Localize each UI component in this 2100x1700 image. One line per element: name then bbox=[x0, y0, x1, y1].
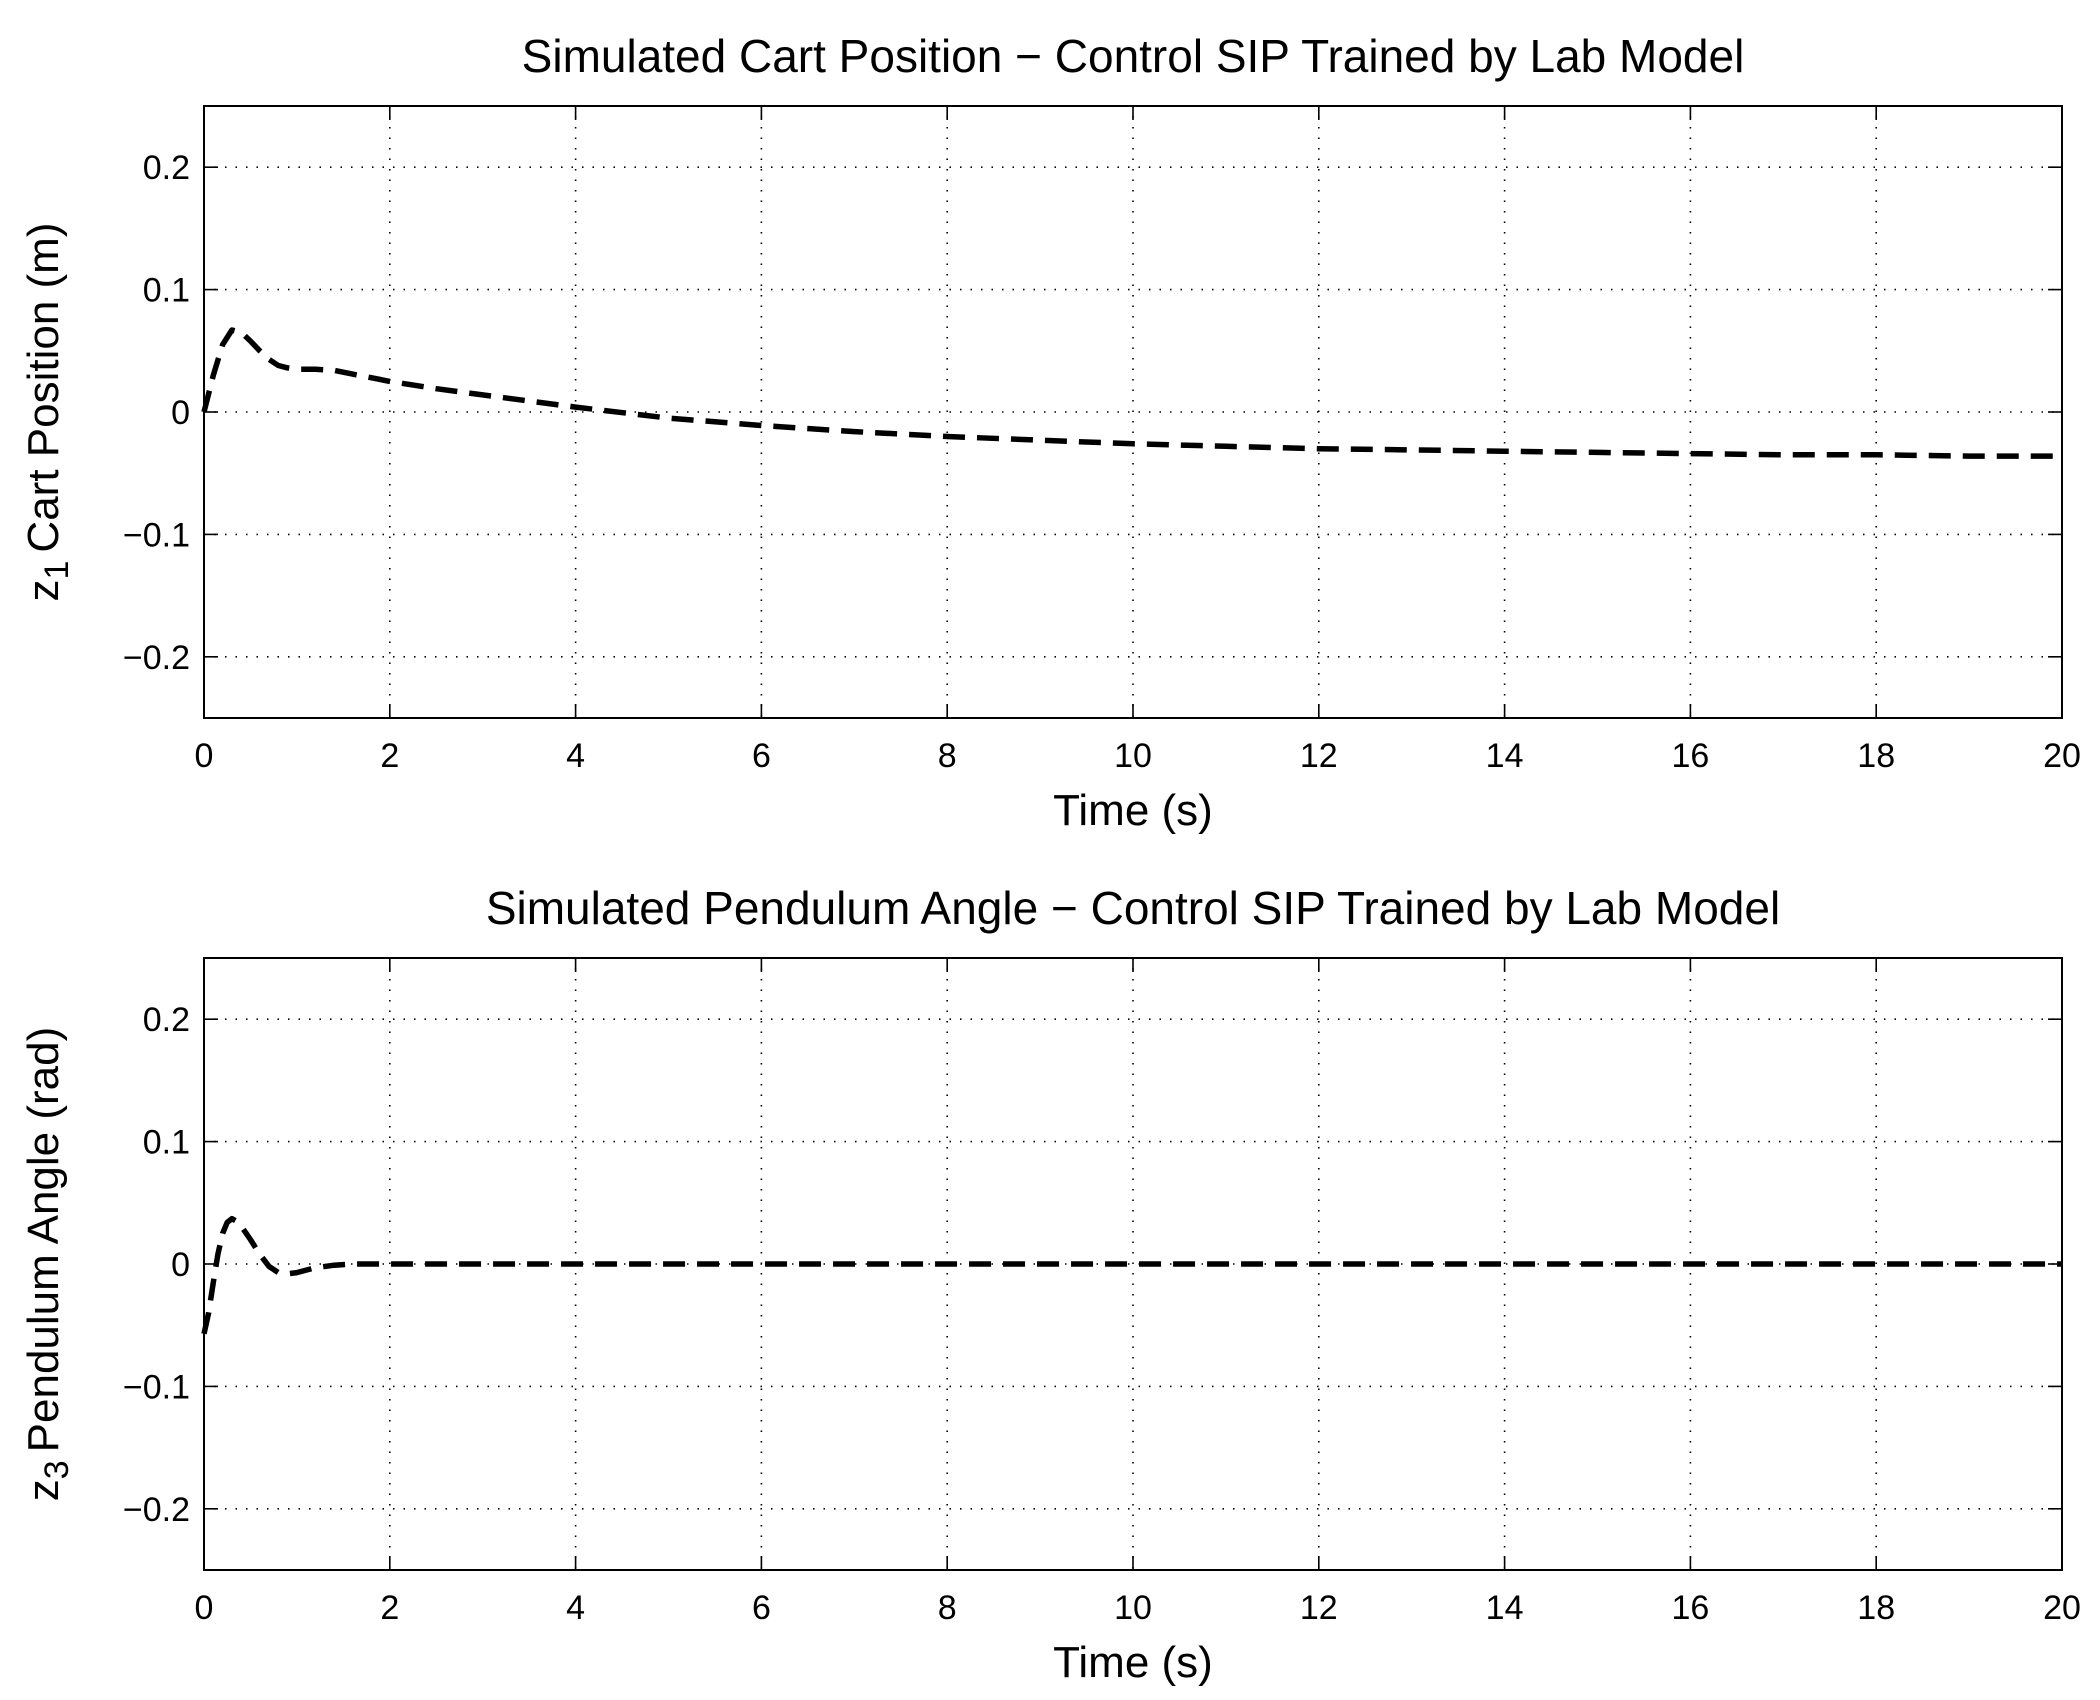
pendulum-angle-grid bbox=[204, 958, 2062, 1570]
cart-position-series bbox=[201, 327, 2062, 459]
y-label-text: Pendulum Angle (rad) bbox=[19, 1027, 68, 1453]
x-tick-label: 10 bbox=[1114, 737, 1152, 775]
pendulum-angle-series bbox=[201, 1215, 2062, 1335]
cart-position-y-label: z1 Cart Position (m) bbox=[19, 223, 76, 602]
x-tick-label: 8 bbox=[938, 737, 957, 775]
y-tick-label: −0.2 bbox=[123, 1491, 190, 1529]
x-tick-label: 4 bbox=[566, 737, 585, 775]
cart-position-panel: Simulated Cart Position − Control SIP Tr… bbox=[19, 30, 2081, 835]
x-tick-label: 20 bbox=[2043, 737, 2081, 775]
cart-position-title: Simulated Cart Position − Control SIP Tr… bbox=[522, 30, 1745, 82]
cart-position-x-label: Time (s) bbox=[1053, 786, 1213, 835]
y-tick-label: 0.2 bbox=[143, 1001, 190, 1039]
pendulum-angle-title: Simulated Pendulum Angle − Control SIP T… bbox=[486, 882, 1780, 934]
x-tick-label: 16 bbox=[1671, 737, 1709, 775]
y-tick-label: 0 bbox=[171, 394, 190, 432]
x-tick-label: 12 bbox=[1300, 1589, 1338, 1627]
pendulum-angle-x-label: Time (s) bbox=[1053, 1638, 1213, 1687]
y-tick-label: 0.1 bbox=[143, 272, 190, 310]
x-tick-label: 20 bbox=[2043, 1589, 2081, 1627]
x-tick-label: 16 bbox=[1671, 1589, 1709, 1627]
cart-position-ticks: 0 2 4 6 8 10 12 14 16 18 20 0.2 0.1 0 −0.1 −0.2 bbox=[123, 106, 2081, 775]
x-tick-label: 6 bbox=[752, 1589, 771, 1627]
x-tick-label: 18 bbox=[1857, 1589, 1895, 1627]
x-tick-label: 6 bbox=[752, 737, 771, 775]
y-tick-label: 0 bbox=[171, 1246, 190, 1284]
x-tick-label: 2 bbox=[380, 1589, 399, 1627]
pendulum-angle-panel: Simulated Pendulum Angle − Control SIP T… bbox=[19, 882, 2081, 1687]
x-tick-label: 14 bbox=[1486, 737, 1524, 775]
x-tick-label: 2 bbox=[380, 737, 399, 775]
x-tick-label: 0 bbox=[195, 1589, 214, 1627]
y-label-variable: z bbox=[19, 1479, 68, 1501]
y-tick-label: −0.1 bbox=[123, 1368, 190, 1406]
x-tick-label: 4 bbox=[566, 1589, 585, 1627]
y-tick-label: 0.1 bbox=[143, 1124, 190, 1162]
x-tick-label: 18 bbox=[1857, 737, 1895, 775]
y-tick-label: −0.2 bbox=[123, 639, 190, 677]
y-label-subscript: 3 bbox=[38, 1460, 76, 1479]
pendulum-angle-series-line bbox=[201, 1215, 2062, 1335]
y-label-text: Cart Position (m) bbox=[19, 223, 68, 553]
cart-position-series-line bbox=[201, 327, 2062, 459]
y-label-subscript: 1 bbox=[38, 561, 76, 580]
y-tick-label: 0.2 bbox=[143, 149, 190, 187]
cart-position-grid bbox=[204, 106, 2062, 718]
x-tick-label: 0 bbox=[195, 737, 214, 775]
y-label-variable: z bbox=[19, 580, 68, 602]
x-tick-label: 10 bbox=[1114, 1589, 1152, 1627]
x-tick-label: 12 bbox=[1300, 737, 1338, 775]
x-tick-label: 14 bbox=[1486, 1589, 1524, 1627]
pendulum-angle-ticks: 0 2 4 6 8 10 12 14 16 18 20 0.2 0.1 0 −0.1 −0.2 bbox=[123, 958, 2081, 1627]
y-tick-label: −0.1 bbox=[123, 516, 190, 554]
x-tick-label: 8 bbox=[938, 1589, 957, 1627]
pendulum-angle-y-label: z3 Pendulum Angle (rad) bbox=[19, 1027, 76, 1502]
